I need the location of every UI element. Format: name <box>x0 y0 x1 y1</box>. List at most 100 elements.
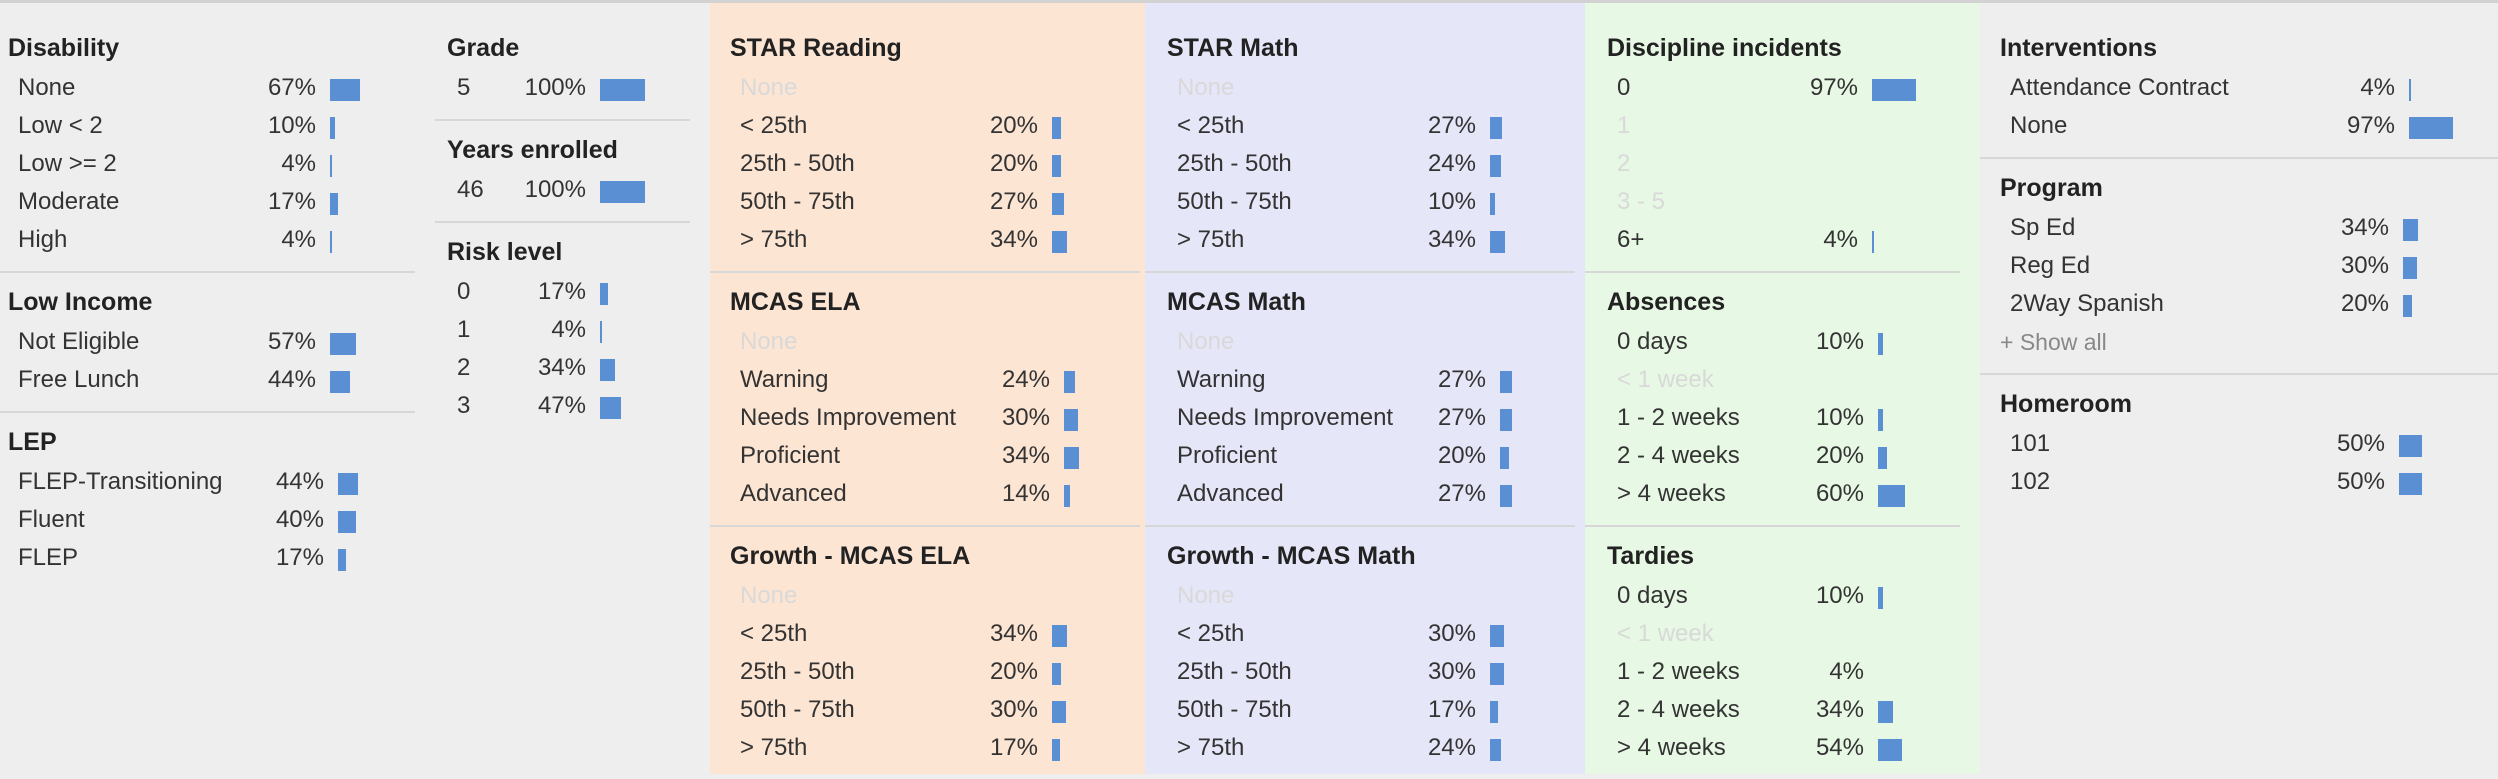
filter-row-101[interactable]: 101 50% <box>2000 425 2498 463</box>
filter-row-25th[interactable]: < 25th 27% <box>1167 107 1575 145</box>
filter-percent: 30% <box>1001 404 1050 431</box>
filter-row-none: None <box>1167 323 1575 361</box>
filter-row-50th-75th[interactable]: 50th - 75th 27% <box>730 183 1140 221</box>
filter-row-warning[interactable]: Warning 27% <box>1167 361 1575 399</box>
filter-row-2way-spanish[interactable]: 2Way Spanish 20% <box>2000 285 2498 323</box>
filter-row-25th[interactable]: < 25th 34% <box>730 615 1140 653</box>
filter-row-25th-50th[interactable]: 25th - 50th 20% <box>730 145 1140 183</box>
filter-row-warning[interactable]: Warning 24% <box>730 361 1140 399</box>
filter-row-75th[interactable]: > 75th 17% <box>730 729 1140 767</box>
filter-row-0[interactable]: 0 17% <box>447 273 690 311</box>
percent-bar <box>1872 79 1916 101</box>
filter-row-needs-improvement[interactable]: Needs Improvement 27% <box>1167 399 1575 437</box>
filter-row-fluent[interactable]: Fluent 40% <box>8 501 415 539</box>
filter-row-4-weeks[interactable]: > 4 weeks 54% <box>1607 729 1960 767</box>
filter-label: Low >= 2 <box>18 150 117 177</box>
filter-row-needs-improvement[interactable]: Needs Improvement 30% <box>730 399 1140 437</box>
filter-row-none[interactable]: None 67% <box>8 69 415 107</box>
filter-row-50th-75th[interactable]: 50th - 75th 30% <box>730 691 1140 729</box>
filter-row-flep[interactable]: FLEP 17% <box>8 539 415 577</box>
filter-percent: 4% <box>281 226 316 253</box>
filter-row-advanced[interactable]: Advanced 14% <box>730 475 1140 513</box>
filter-row-46[interactable]: 46 100% <box>447 171 690 209</box>
filter-label: 1 <box>1617 112 1631 139</box>
filter-row-2-4-weeks[interactable]: 2 - 4 weeks 20% <box>1607 437 1960 475</box>
filter-row-proficient[interactable]: Proficient 34% <box>730 437 1140 475</box>
filter-row-proficient[interactable]: Proficient 20% <box>1167 437 1575 475</box>
filter-row-25th-50th[interactable]: 25th - 50th 30% <box>1167 653 1575 691</box>
percent-bar <box>1490 701 1498 723</box>
filter-row-free-lunch[interactable]: Free Lunch 44% <box>8 361 415 399</box>
percent-bar <box>1490 117 1502 139</box>
filter-row-75th[interactable]: > 75th 24% <box>1167 729 1575 767</box>
filter-row-0-days[interactable]: 0 days 10% <box>1607 323 1960 361</box>
filter-percent: 10% <box>267 112 316 139</box>
filter-row-2-4-weeks[interactable]: 2 - 4 weeks 34% <box>1607 691 1960 729</box>
filter-percent: 4% <box>1823 226 1858 253</box>
section-star-reading: STAR Reading None < 25th 20% 25th - 50th 20% 5… <box>710 3 1140 273</box>
filter-label: High <box>18 226 68 253</box>
filter-label: < 1 week <box>1617 366 1714 393</box>
percent-bar <box>1490 663 1504 685</box>
percent-bar <box>1490 625 1504 647</box>
filter-label: < 1 week <box>1617 620 1714 647</box>
filter-row-4-weeks[interactable]: > 4 weeks 60% <box>1607 475 1960 513</box>
filter-row-25th[interactable]: < 25th 30% <box>1167 615 1575 653</box>
filter-label: 50th - 75th <box>1177 188 1292 215</box>
percent-bar <box>2399 435 2422 457</box>
filter-label: > 75th <box>1177 226 1245 253</box>
percent-bar <box>1052 625 1067 647</box>
filter-row-1-2-weeks[interactable]: 1 - 2 weeks 10% <box>1607 399 1960 437</box>
filter-row-1[interactable]: 1 4% <box>447 311 690 349</box>
filter-row-75th[interactable]: > 75th 34% <box>730 221 1140 259</box>
filter-row-6[interactable]: 6+ 4% <box>1607 221 1960 259</box>
filter-percent: 10% <box>1815 404 1864 431</box>
percent-bar <box>1500 371 1512 393</box>
filter-row-25th-50th[interactable]: 25th - 50th 24% <box>1167 145 1575 183</box>
filter-label: Proficient <box>740 442 841 469</box>
filter-row-2[interactable]: 2 34% <box>447 349 690 387</box>
filter-label: < 25th <box>1177 620 1245 647</box>
filter-row-none: None <box>1167 69 1575 107</box>
column-discipline: Discipline incidents 0 97% 1 2 3 - 5 6+ 4% Absen… <box>1585 3 1980 774</box>
filter-row-75th[interactable]: > 75th 34% <box>1167 221 1575 259</box>
filter-label: FLEP <box>18 544 79 571</box>
filter-row-low-2[interactable]: Low < 2 10% <box>8 107 415 145</box>
filter-row-sp-ed[interactable]: Sp Ed 34% <box>2000 209 2498 247</box>
filter-label: 50th - 75th <box>740 696 855 723</box>
filter-row-50th-75th[interactable]: 50th - 75th 10% <box>1167 183 1575 221</box>
filter-row-5[interactable]: 5 100% <box>447 69 690 107</box>
filter-row-0[interactable]: 0 97% <box>1607 69 1960 107</box>
filter-label: 50th - 75th <box>1177 696 1292 723</box>
filter-percent: 67% <box>267 74 316 101</box>
percent-bar <box>330 155 332 177</box>
filter-row-high[interactable]: High 4% <box>8 221 415 259</box>
percent-bar <box>600 359 615 381</box>
show-all-link[interactable]: + Show all <box>2000 329 2107 355</box>
filter-percent: 34% <box>989 620 1038 647</box>
filter-row-1-2-weeks[interactable]: 1 - 2 weeks 4% <box>1607 653 1960 691</box>
filter-row-reg-ed[interactable]: Reg Ed 30% <box>2000 247 2498 285</box>
filter-row-advanced[interactable]: Advanced 27% <box>1167 475 1575 513</box>
filter-percent: 30% <box>1427 658 1476 685</box>
filter-row-none[interactable]: None 97% <box>2000 107 2498 145</box>
filter-label: Needs Improvement <box>740 404 957 431</box>
filter-row-low-2[interactable]: Low >= 2 4% <box>8 145 415 183</box>
filter-row-attendance-contract[interactable]: Attendance Contract 4% <box>2000 69 2498 107</box>
filter-label: < 25th <box>740 620 808 647</box>
filter-label: Fluent <box>18 506 85 533</box>
filter-row-3[interactable]: 3 47% <box>447 387 690 425</box>
section-title: Discipline incidents <box>1607 34 1842 62</box>
filter-percent: 27% <box>1437 404 1486 431</box>
filter-row-flep-transitioning[interactable]: FLEP-Transitioning 44% <box>8 463 415 501</box>
filter-row-25th[interactable]: < 25th 20% <box>730 107 1140 145</box>
filter-row-moderate[interactable]: Moderate 17% <box>8 183 415 221</box>
filter-row-0-days[interactable]: 0 days 10% <box>1607 577 1960 615</box>
filter-label: Warning <box>1177 366 1266 393</box>
section-tardies: Tardies 0 days 10% < 1 week 1 - 2 weeks 4% 2 -… <box>1585 527 1960 779</box>
filter-row-50th-75th[interactable]: 50th - 75th 17% <box>1167 691 1575 729</box>
filter-label: 25th - 50th <box>1177 150 1292 177</box>
filter-row-102[interactable]: 102 50% <box>2000 463 2498 501</box>
filter-row-25th-50th[interactable]: 25th - 50th 20% <box>730 653 1140 691</box>
filter-row-not-eligible[interactable]: Not Eligible 57% <box>8 323 415 361</box>
